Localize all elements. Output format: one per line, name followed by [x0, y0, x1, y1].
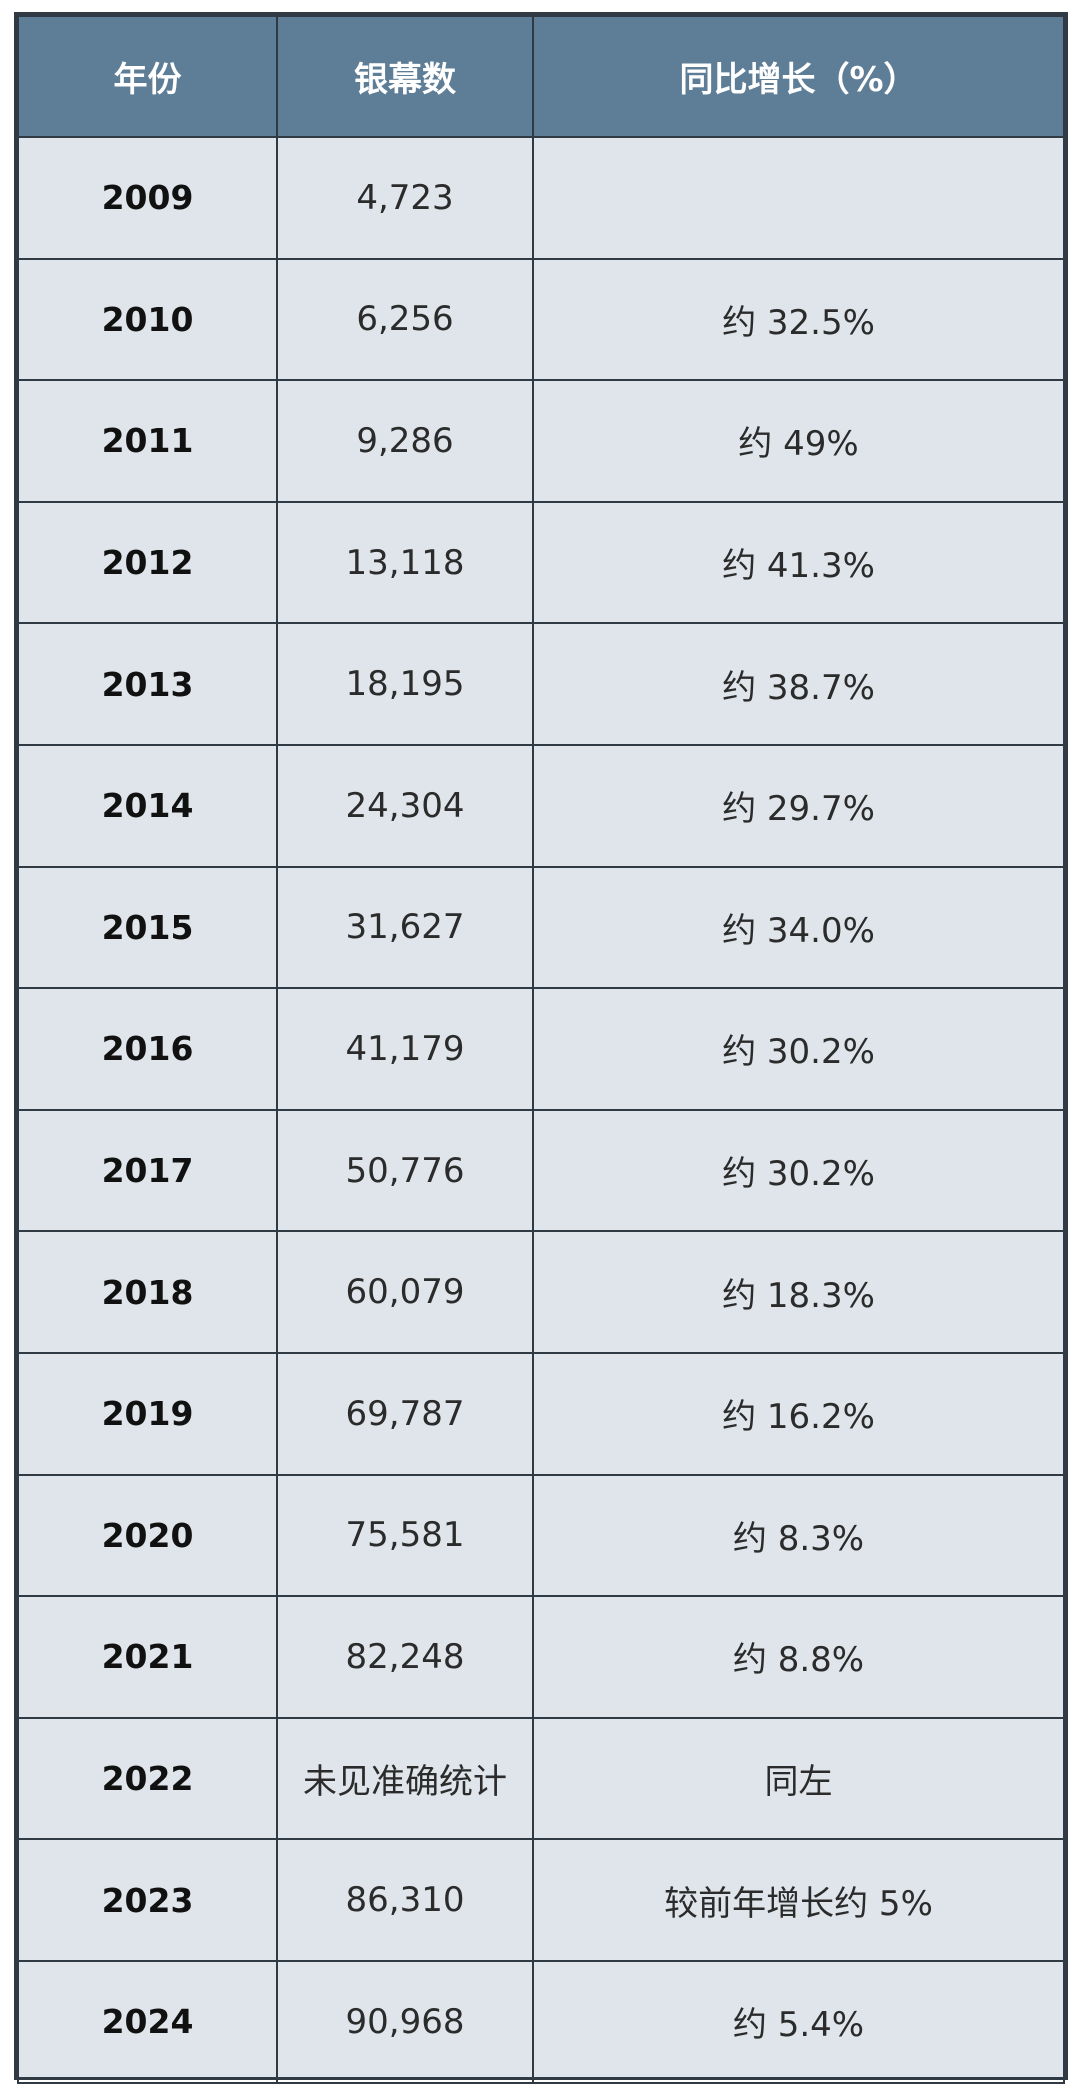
cell-growth: 约 5.4%: [532, 1959, 1065, 2084]
cell-screens: 60,079: [276, 1230, 534, 1354]
table-row: 2011 9,286 约 49%: [17, 379, 1065, 503]
table-row: 2012 13,118 约 41.3%: [17, 500, 1065, 625]
cell-screens: 86,310: [276, 1838, 534, 1962]
cell-growth: 约 38.7%: [532, 622, 1065, 746]
cell-screens: 18,195: [276, 622, 534, 746]
cell-screens: 6,256: [276, 257, 534, 382]
cell-screens: 90,968: [276, 1959, 534, 2084]
header-screens: 银幕数: [276, 15, 534, 138]
cell-screens: 50,776: [276, 1108, 534, 1233]
table-row: 2024 90,968 约 5.4%: [17, 1959, 1065, 2084]
cell-screens: 31,627: [276, 865, 534, 990]
table-row: 2020 75,581 约 8.3%: [17, 1473, 1065, 1598]
cell-growth: 约 30.2%: [532, 987, 1065, 1111]
cell-year: 2024: [17, 1959, 278, 2084]
table-row: 2009 4,723: [17, 136, 1065, 260]
cell-screens: 未见准确统计: [276, 1716, 534, 1841]
screens-table: 年份 银幕数 同比增长（%） 2009 4,723 2010 6,256 约 3…: [17, 15, 1065, 2084]
cell-screens: 75,581: [276, 1473, 534, 1598]
cell-growth: 约 30.2%: [532, 1108, 1065, 1233]
cell-screens: 4,723: [276, 136, 534, 260]
cell-year: 2019: [17, 1351, 278, 1476]
table-row: 2023 86,310 较前年增长约 5%: [17, 1838, 1065, 1962]
cell-growth: 较前年增长约 5%: [532, 1838, 1065, 1962]
cell-growth: 约 16.2%: [532, 1351, 1065, 1476]
cell-year: 2011: [17, 379, 278, 503]
table-row: 2022 未见准确统计 同左: [17, 1716, 1065, 1841]
cell-year: 2022: [17, 1716, 278, 1841]
cell-year: 2023: [17, 1838, 278, 1962]
cell-growth: 约 8.3%: [532, 1473, 1065, 1598]
header-year: 年份: [17, 15, 278, 138]
cell-year: 2009: [17, 136, 278, 260]
cell-screens: 24,304: [276, 743, 534, 868]
cell-year: 2010: [17, 257, 278, 382]
cell-growth: 约 41.3%: [532, 500, 1065, 625]
table-row: 2015 31,627 约 34.0%: [17, 865, 1065, 990]
cell-year: 2020: [17, 1473, 278, 1598]
cell-screens: 13,118: [276, 500, 534, 625]
cell-year: 2017: [17, 1108, 278, 1233]
header-row: 年份 银幕数 同比增长（%）: [17, 15, 1065, 138]
table-body: 2009 4,723 2010 6,256 约 32.5% 2011 9,286…: [17, 136, 1065, 2084]
table-row: 2019 69,787 约 16.2%: [17, 1351, 1065, 1476]
cell-year: 2021: [17, 1595, 278, 1719]
cell-screens: 69,787: [276, 1351, 534, 1476]
cell-year: 2018: [17, 1230, 278, 1354]
table-row: 2010 6,256 约 32.5%: [17, 257, 1065, 382]
cell-growth: 约 34.0%: [532, 865, 1065, 990]
table-row: 2013 18,195 约 38.7%: [17, 622, 1065, 746]
cell-year: 2014: [17, 743, 278, 868]
header-growth: 同比增长（%）: [532, 15, 1065, 138]
cell-growth: 约 8.8%: [532, 1595, 1065, 1719]
cell-growth: 同左: [532, 1716, 1065, 1841]
table-row: 2018 60,079 约 18.3%: [17, 1230, 1065, 1354]
cell-screens: 9,286: [276, 379, 534, 503]
cell-growth: 约 18.3%: [532, 1230, 1065, 1354]
cell-growth: 约 32.5%: [532, 257, 1065, 382]
cell-growth: 约 29.7%: [532, 743, 1065, 868]
cell-year: 2012: [17, 500, 278, 625]
cell-growth: [532, 136, 1065, 260]
cell-year: 2016: [17, 987, 278, 1111]
table-row: 2016 41,179 约 30.2%: [17, 987, 1065, 1111]
table-row: 2014 24,304 约 29.7%: [17, 743, 1065, 868]
table-row: 2017 50,776 约 30.2%: [17, 1108, 1065, 1233]
table-row: 2021 82,248 约 8.8%: [17, 1595, 1065, 1719]
cell-screens: 41,179: [276, 987, 534, 1111]
cell-year: 2015: [17, 865, 278, 990]
cell-screens: 82,248: [276, 1595, 534, 1719]
cell-year: 2013: [17, 622, 278, 746]
cell-growth: 约 49%: [532, 379, 1065, 503]
screens-table-container: 年份 银幕数 同比增长（%） 2009 4,723 2010 6,256 约 3…: [14, 12, 1068, 2084]
table-header: 年份 银幕数 同比增长（%）: [17, 15, 1065, 138]
